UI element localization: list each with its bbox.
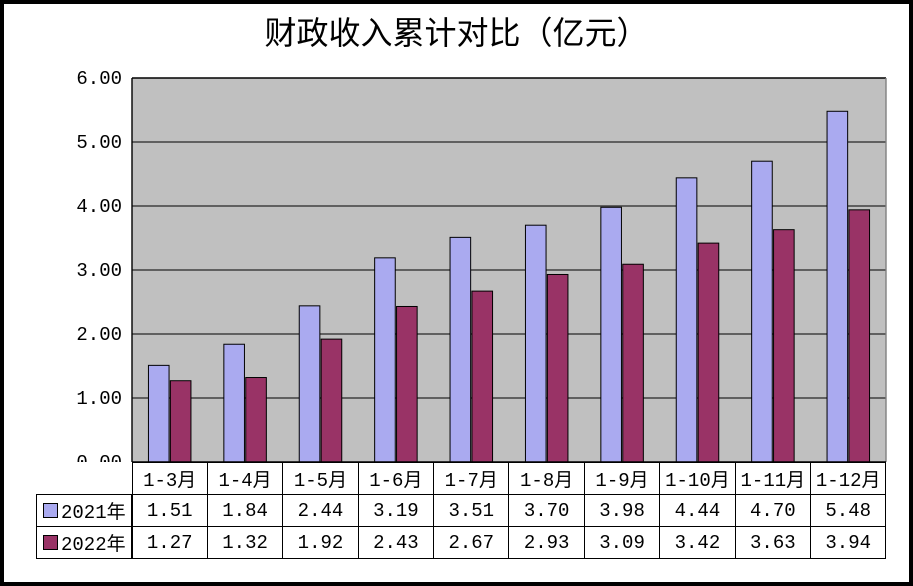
svg-text:2.00: 2.00 [76, 324, 122, 346]
svg-text:3.00: 3.00 [76, 260, 122, 282]
svg-text:1.00: 1.00 [76, 388, 122, 410]
svg-text:5.00: 5.00 [76, 132, 122, 154]
svg-text:4.00: 4.00 [76, 196, 122, 218]
svg-text:6.00: 6.00 [76, 68, 122, 90]
svg-text:0.00: 0.00 [76, 452, 122, 462]
